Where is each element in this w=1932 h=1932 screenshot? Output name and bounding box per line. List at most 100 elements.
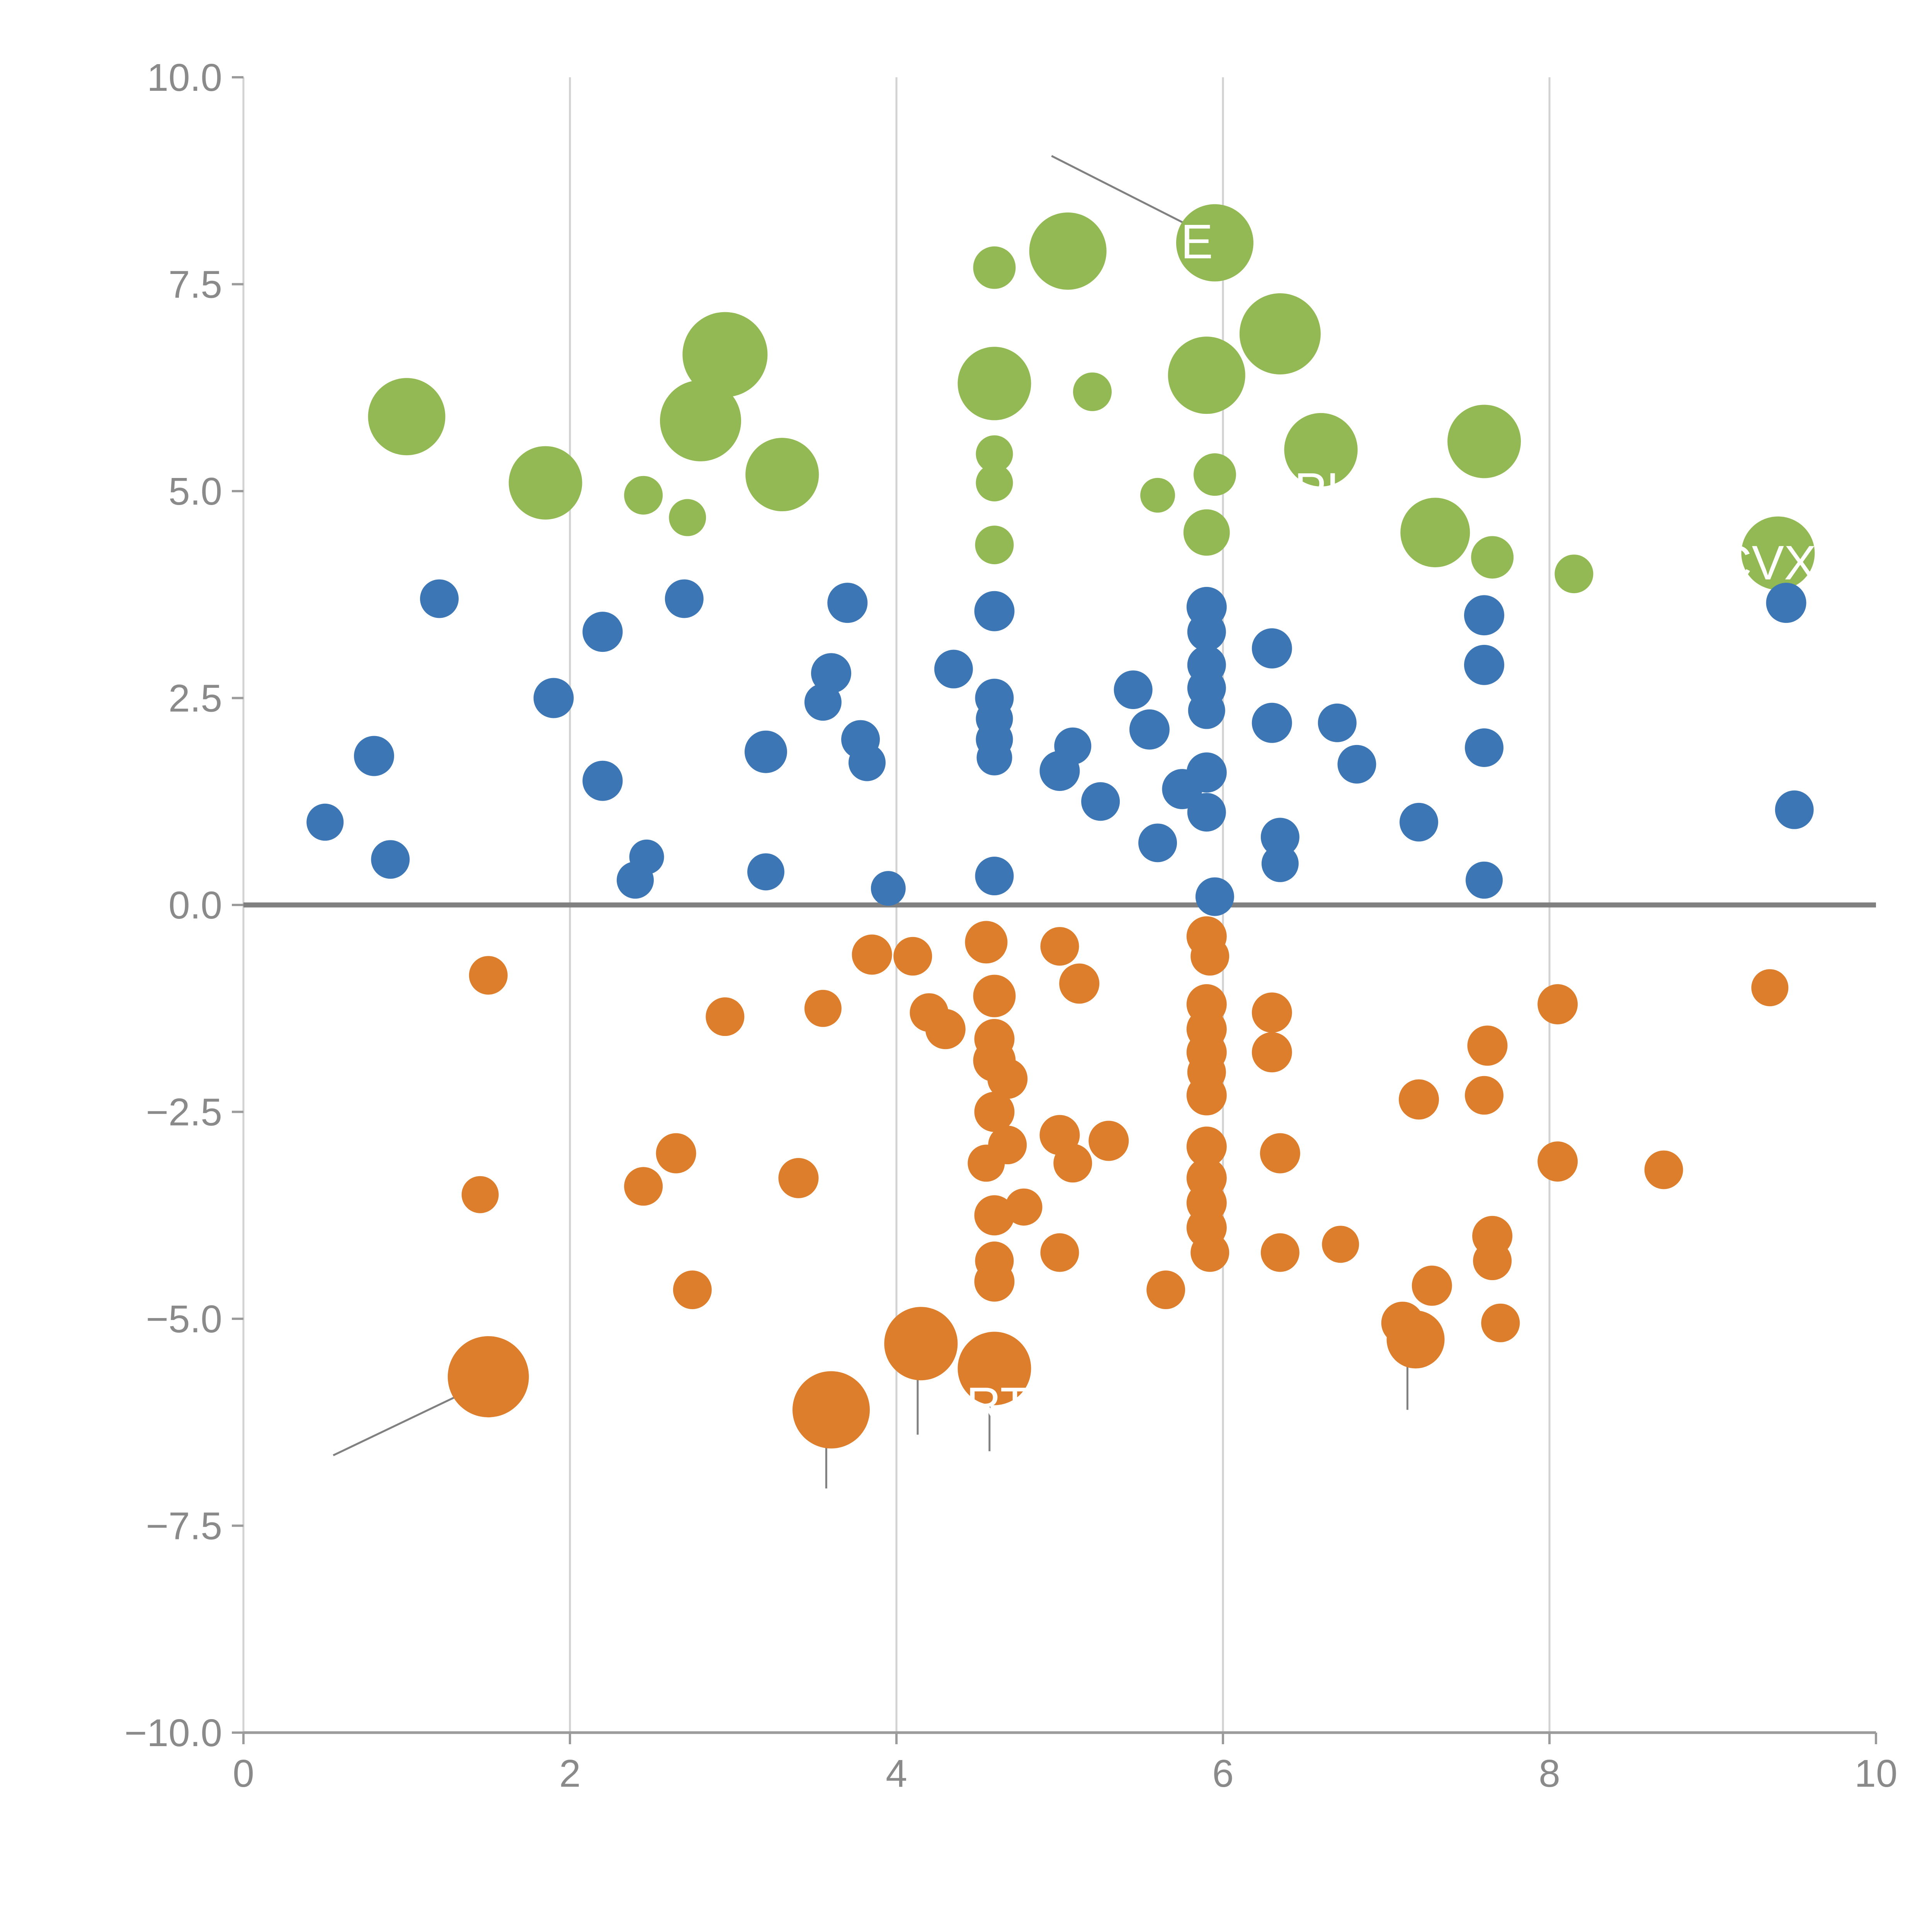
x-tick-label: 6 (1212, 1752, 1234, 1795)
data-point-orange-negative (965, 921, 1008, 964)
point-label: E (1181, 215, 1213, 269)
data-point-orange-negative (778, 1158, 819, 1198)
data-point-orange-negative (469, 956, 508, 995)
data-point-green-positive-large (509, 446, 582, 520)
data-point-orange-negative (1260, 1133, 1300, 1173)
data-point-orange-negative (706, 997, 745, 1036)
data-point-orange-negative (1186, 1126, 1227, 1167)
data-point-green-positive-large (745, 438, 819, 512)
data-point-orange-negative (804, 990, 842, 1027)
data-point-blue-positive-small (1465, 728, 1503, 767)
data-point-orange-negative (1059, 963, 1100, 1004)
data-point-green-positive-large (976, 464, 1013, 502)
data-point-orange-negative (974, 1261, 1015, 1302)
x-tick-label: 2 (559, 1752, 581, 1795)
data-point-blue-positive-small (1400, 803, 1438, 842)
data-point-orange-negative (1751, 969, 1789, 1007)
data-point-orange-negative (673, 1270, 712, 1310)
data-point-blue-positive-small (1464, 595, 1504, 636)
data-point-orange-negative (1190, 937, 1230, 976)
data-point-orange-negative (884, 1307, 958, 1381)
x-tick-label: 0 (233, 1752, 254, 1795)
data-point-green-positive-large (1447, 405, 1521, 478)
y-tick-label: −7.5 (146, 1505, 222, 1548)
data-point-orange-negative (925, 1009, 966, 1049)
data-point-orange-negative (1386, 1310, 1445, 1369)
data-point-blue-positive-small (582, 612, 623, 652)
data-point-green-positive-large (1554, 554, 1594, 594)
data-point-orange-negative (461, 1176, 499, 1213)
data-point-blue-positive-small (420, 579, 459, 618)
data-point-orange-negative (1186, 1075, 1227, 1116)
data-point-orange-negative (1005, 1188, 1043, 1226)
data-point-blue-positive-small (747, 853, 784, 891)
data-point-green-positive-large (973, 246, 1016, 289)
data-point-orange-negative (852, 934, 892, 975)
data-point-blue-positive-small (1195, 877, 1234, 916)
leader-line (1051, 155, 1204, 234)
data-point-green-positive-large (1400, 498, 1470, 568)
data-point-orange-negative (974, 1195, 1015, 1236)
data-point-orange-negative (1252, 992, 1292, 1033)
data-point-orange-negative (1481, 1303, 1520, 1342)
data-point-green-positive-large (1140, 478, 1175, 513)
data-point-blue-positive-small (1186, 752, 1227, 793)
data-point-orange-negative (1260, 1233, 1299, 1272)
data-point-blue-positive-small (582, 760, 623, 801)
leader-line (333, 1386, 478, 1456)
data-point-green-positive-large (975, 526, 1014, 565)
data-point-green-positive-large (1741, 516, 1815, 590)
data-point-blue-positive-small (934, 650, 973, 689)
data-point-orange-negative (968, 1145, 1005, 1182)
data-point-blue-positive-small (1138, 823, 1177, 862)
data-point-green-positive-large (1183, 509, 1230, 556)
data-point-green-positive-large (976, 435, 1013, 473)
x-tick-label: 8 (1539, 1752, 1560, 1795)
data-point-orange-negative (893, 937, 932, 976)
data-point-orange-negative (1146, 1270, 1185, 1310)
data-point-blue-positive-small (745, 730, 787, 773)
data-point-green-positive-large (1471, 536, 1514, 579)
data-point-orange-negative (1040, 1233, 1079, 1272)
data-point-orange-negative (1088, 1121, 1129, 1161)
data-point-blue-positive-small (1081, 782, 1120, 821)
data-point-orange-negative (957, 1332, 1031, 1405)
data-point-blue-positive-small (804, 684, 842, 721)
data-point-green-positive-large (682, 312, 768, 397)
y-tick-label: 10.0 (147, 56, 222, 99)
data-point-blue-positive-small (1775, 790, 1814, 829)
x-tick-label: 4 (886, 1752, 907, 1795)
point-label: AAPL (1230, 463, 1354, 517)
data-point-orange-negative (1537, 1141, 1578, 1182)
point-label: CVX (1717, 536, 1816, 590)
data-point-orange-negative (1040, 927, 1079, 966)
data-point-blue-positive-small (871, 871, 906, 906)
y-tick-label: −5.0 (146, 1298, 222, 1341)
data-point-blue-positive-small (1318, 703, 1357, 742)
data-point-blue-positive-small (1054, 727, 1092, 765)
data-point-orange-negative (1473, 1242, 1512, 1281)
data-point-orange-negative (1467, 1026, 1508, 1066)
data-point-blue-positive-small (533, 678, 574, 718)
data-point-green-positive-large (660, 380, 741, 461)
data-point-orange-negative (973, 975, 1016, 1017)
data-point-green-positive-large (669, 499, 706, 536)
data-point-orange-negative (974, 1092, 1015, 1132)
data-point-blue-positive-small (371, 840, 410, 879)
data-point-blue-positive-small (1129, 709, 1170, 750)
data-point-orange-negative (624, 1167, 663, 1206)
data-point-blue-positive-small (827, 583, 868, 623)
data-point-blue-positive-small (1252, 628, 1292, 668)
data-point-blue-positive-small (848, 744, 886, 781)
data-point-green-positive-large (1176, 204, 1253, 282)
y-tick-label: 5.0 (168, 470, 222, 513)
data-point-blue-positive-small (1261, 845, 1299, 882)
y-tick-label: 7.5 (168, 263, 222, 306)
data-point-blue-positive-small (1260, 818, 1299, 857)
data-point-orange-negative (793, 1371, 870, 1449)
data-point-green-positive-large (1029, 212, 1107, 290)
data-point-green-positive-large (1284, 413, 1358, 486)
data-point-blue-positive-small (811, 653, 851, 694)
